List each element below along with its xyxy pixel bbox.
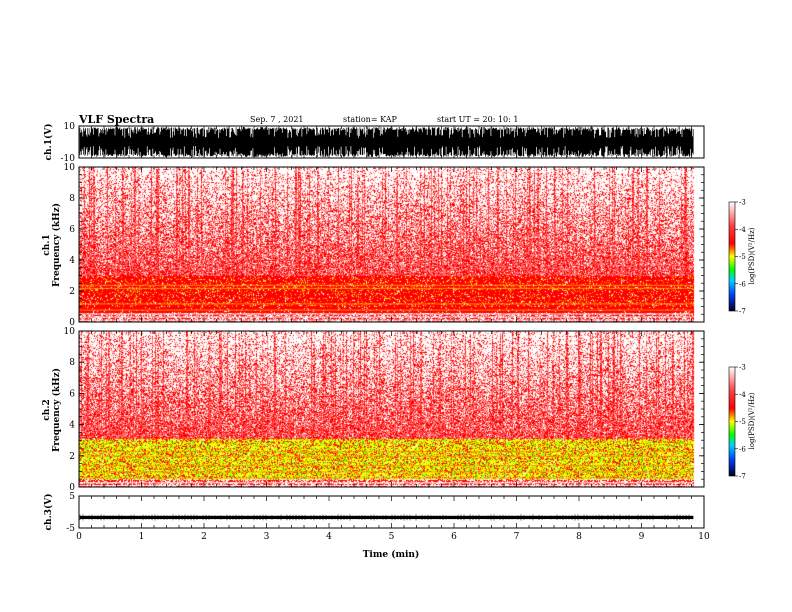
colorbar-tick-label: -5	[739, 418, 746, 426]
x-tick-label: 8	[576, 532, 582, 542]
start-time-text: start UT = 20: 10: 1	[437, 115, 518, 124]
ch2-colorbar-scale	[728, 366, 736, 477]
y-tick-label: 10	[64, 327, 76, 337]
ch1-spectrogram-panel: 0 2 4 6 8 10	[64, 163, 705, 328]
y-tick-label: 5	[69, 492, 75, 502]
y-tick-label: -5	[66, 524, 75, 534]
x-tick-label: 6	[451, 532, 457, 542]
time-xlabel: Time (min)	[363, 549, 420, 560]
ch3-waveform-yticks: 5 -5	[66, 492, 704, 534]
colorbar-tick-label: -3	[739, 364, 746, 372]
ch2-spectrogram-raster	[79, 331, 704, 487]
ch1-waveform-ylabel: ch.1(V)	[43, 124, 54, 161]
y-tick-label: 4	[69, 256, 75, 266]
y-tick-label: 8	[69, 194, 75, 204]
ch1-spectrogram-yticks: 0 2 4 6 8 10	[64, 163, 704, 328]
x-tick-label: 5	[389, 532, 395, 542]
ch2-colorbar-label: log(PSD)(V²/Hz)	[748, 392, 756, 449]
x-tick-label: 4	[326, 532, 332, 542]
ch1-waveform-xticks	[78, 126, 705, 158]
ch2-spectrogram-ylabel-line2: Frequency (kHz)	[51, 368, 62, 452]
colorbar-tick-label: -6	[739, 280, 746, 288]
colorbar-tick-label: -7	[739, 473, 746, 481]
y-tick-label: 10	[64, 122, 76, 132]
ch1-spectrogram-raster	[79, 167, 704, 322]
ch3-waveform-trace	[80, 515, 694, 520]
ch2-colorbar: -3 -4 -5 -6 -7 log(PSD)(V²/Hz)	[728, 364, 756, 481]
y-tick-label: 10	[64, 163, 76, 173]
x-tick-label: 9	[639, 532, 645, 542]
ch3-waveform-spikes	[79, 514, 693, 521]
ch1-colorbar-label: log(PSD)(V²/Hz)	[748, 227, 756, 284]
colorbar-tick-label: -4	[739, 226, 746, 234]
ch2-spectrogram-yticks: 0 2 4 6 8 10	[64, 327, 704, 493]
x-tick-label: 3	[264, 532, 270, 542]
ch1-spectrogram-xticks	[78, 167, 705, 322]
ch1-spectrogram-ylabel-line1: ch.1	[42, 234, 52, 255]
y-tick-label: 0	[69, 483, 75, 493]
y-tick-label: 6	[69, 389, 75, 399]
colorbar-tick-label: -3	[739, 199, 746, 207]
station-text: station= KAP	[343, 115, 398, 124]
y-tick-label: -10	[61, 154, 76, 164]
x-tick-label: 2	[201, 532, 207, 542]
colorbar-tick-label: -7	[739, 308, 746, 316]
colorbar-tick-label: -5	[739, 253, 746, 261]
figure-title: VLF Spectra	[78, 113, 154, 126]
y-tick-label: 0	[69, 318, 75, 328]
colorbar-tick-label: -6	[739, 445, 746, 453]
ch3-waveform-panel: 0 1 2 3 4 5 6 7 8 9 10 5 -5	[66, 492, 710, 542]
ch3-waveform-ylabel: ch.3(V)	[43, 494, 54, 531]
x-tick-label: 1	[139, 532, 145, 542]
ch1-spectrogram-ylabel-line2: Frequency (kHz)	[51, 203, 62, 287]
x-tick-label: 0	[76, 532, 82, 542]
y-tick-label: 2	[69, 287, 75, 297]
ch1-waveform-yticks: 10 -10	[61, 122, 704, 164]
ch1-waveform-trace	[79, 127, 694, 157]
colorbar-tick-label: -4	[739, 391, 746, 399]
y-tick-label: 6	[69, 225, 75, 235]
x-tick-label: 10	[698, 532, 710, 542]
ch3-waveform-xticks: 0 1 2 3 4 5 6 7 8 9 10	[76, 496, 710, 542]
date-text: Sep. 7 , 2021	[250, 115, 304, 124]
ch2-spectrogram-panel: 0 2 4 6 8 10	[64, 327, 705, 493]
y-tick-label: 8	[69, 358, 75, 368]
y-tick-label: 4	[69, 421, 75, 431]
ch1-waveform-panel: 10 -10	[61, 122, 705, 164]
ch1-colorbar: -3 -4 -5 -6 -7 log(PSD)(V²/Hz)	[728, 199, 756, 316]
ch1-colorbar-scale	[728, 201, 736, 312]
y-tick-label: 2	[69, 452, 75, 462]
ch2-spectrogram-xticks	[78, 331, 705, 487]
x-tick-label: 7	[514, 532, 520, 542]
ch2-spectrogram-ylabel-line1: ch.2	[42, 399, 52, 420]
